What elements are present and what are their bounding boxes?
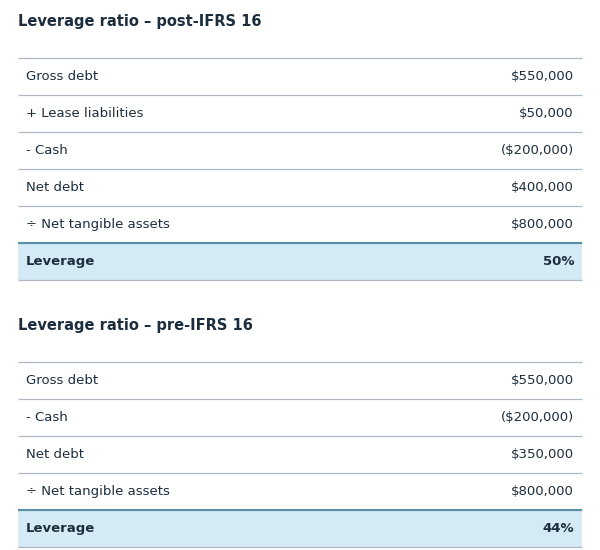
Text: Net debt: Net debt (26, 448, 84, 461)
Text: + Lease liabilities: + Lease liabilities (26, 107, 143, 120)
Text: Leverage ratio – pre-IFRS 16: Leverage ratio – pre-IFRS 16 (18, 318, 253, 333)
Text: $800,000: $800,000 (511, 218, 574, 231)
Text: - Cash: - Cash (26, 411, 68, 424)
Text: ($200,000): ($200,000) (501, 144, 574, 157)
Text: ($200,000): ($200,000) (501, 411, 574, 424)
Text: Leverage: Leverage (26, 255, 95, 268)
Bar (18, 510, 582, 547)
Text: Leverage ratio – post-IFRS 16: Leverage ratio – post-IFRS 16 (18, 14, 262, 29)
Text: Net debt: Net debt (26, 181, 84, 194)
Text: $50,000: $50,000 (520, 107, 574, 120)
Bar (18, 243, 582, 280)
Text: Gross debt: Gross debt (26, 70, 98, 83)
Text: Leverage: Leverage (26, 522, 95, 535)
Text: $350,000: $350,000 (511, 448, 574, 461)
Text: $550,000: $550,000 (511, 374, 574, 387)
Text: Gross debt: Gross debt (26, 374, 98, 387)
Text: ÷ Net tangible assets: ÷ Net tangible assets (26, 218, 170, 231)
Text: 44%: 44% (542, 522, 574, 535)
Text: $400,000: $400,000 (511, 181, 574, 194)
Text: - Cash: - Cash (26, 144, 68, 157)
Text: 50%: 50% (542, 255, 574, 268)
Text: $800,000: $800,000 (511, 485, 574, 498)
Text: $550,000: $550,000 (511, 70, 574, 83)
Text: ÷ Net tangible assets: ÷ Net tangible assets (26, 485, 170, 498)
